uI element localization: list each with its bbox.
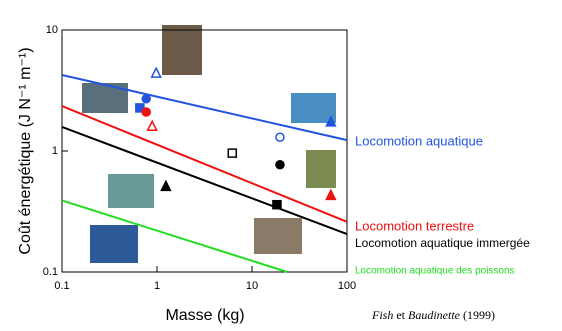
photos [82,25,336,263]
y-axis-label: Coût énergétique (J N⁻¹ m⁻¹) [17,47,34,254]
photo [90,225,138,263]
point [273,201,281,209]
legend-label: Locomotion aquatique [355,133,483,148]
point [326,190,335,199]
citation-and: et [393,308,408,322]
x-axis-label: Masse (kg) [165,307,244,324]
point [276,133,284,141]
photo [306,150,336,188]
legend-label: Locomotion aquatique immergée [355,236,530,250]
point [161,181,170,190]
point [148,121,157,130]
citation: Fish et Baudinette (1999) [371,308,495,322]
point [276,161,284,169]
x-tick-label: 10 [246,280,258,292]
point [152,68,161,77]
y-tick-label: 0.1 [43,266,58,278]
fit-line [62,106,347,222]
x-tick-label: 1 [154,280,160,292]
citation-author: Fish [371,308,393,322]
legend-label: Locomotion aquatique des poissons [355,266,515,277]
citation-author: Baudinette [408,308,461,322]
x-tick-label: 0.1 [54,280,69,292]
chart: Coût énergétique (J N⁻¹ m⁻¹) Masse (kg) … [0,0,562,331]
photo [108,174,154,208]
point [228,149,236,157]
y-tick-label: 1 [52,145,58,157]
legend-label: Locomotion terrestre [355,218,474,233]
x-tick-label: 100 [338,280,356,292]
point [142,95,150,103]
photo [162,25,202,75]
y-tick-label: 10 [46,24,58,36]
citation-year: (1999) [460,308,495,322]
photo [254,218,302,254]
fit-line [62,127,347,234]
point [142,108,150,116]
